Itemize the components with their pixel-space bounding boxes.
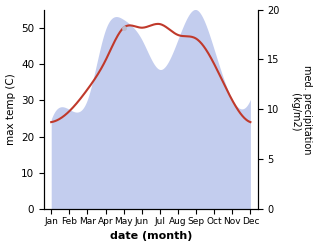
Y-axis label: max temp (C): max temp (C) [5,74,16,145]
X-axis label: date (month): date (month) [110,231,192,242]
Y-axis label: med. precipitation
 (kg/m2): med. precipitation (kg/m2) [291,65,313,154]
